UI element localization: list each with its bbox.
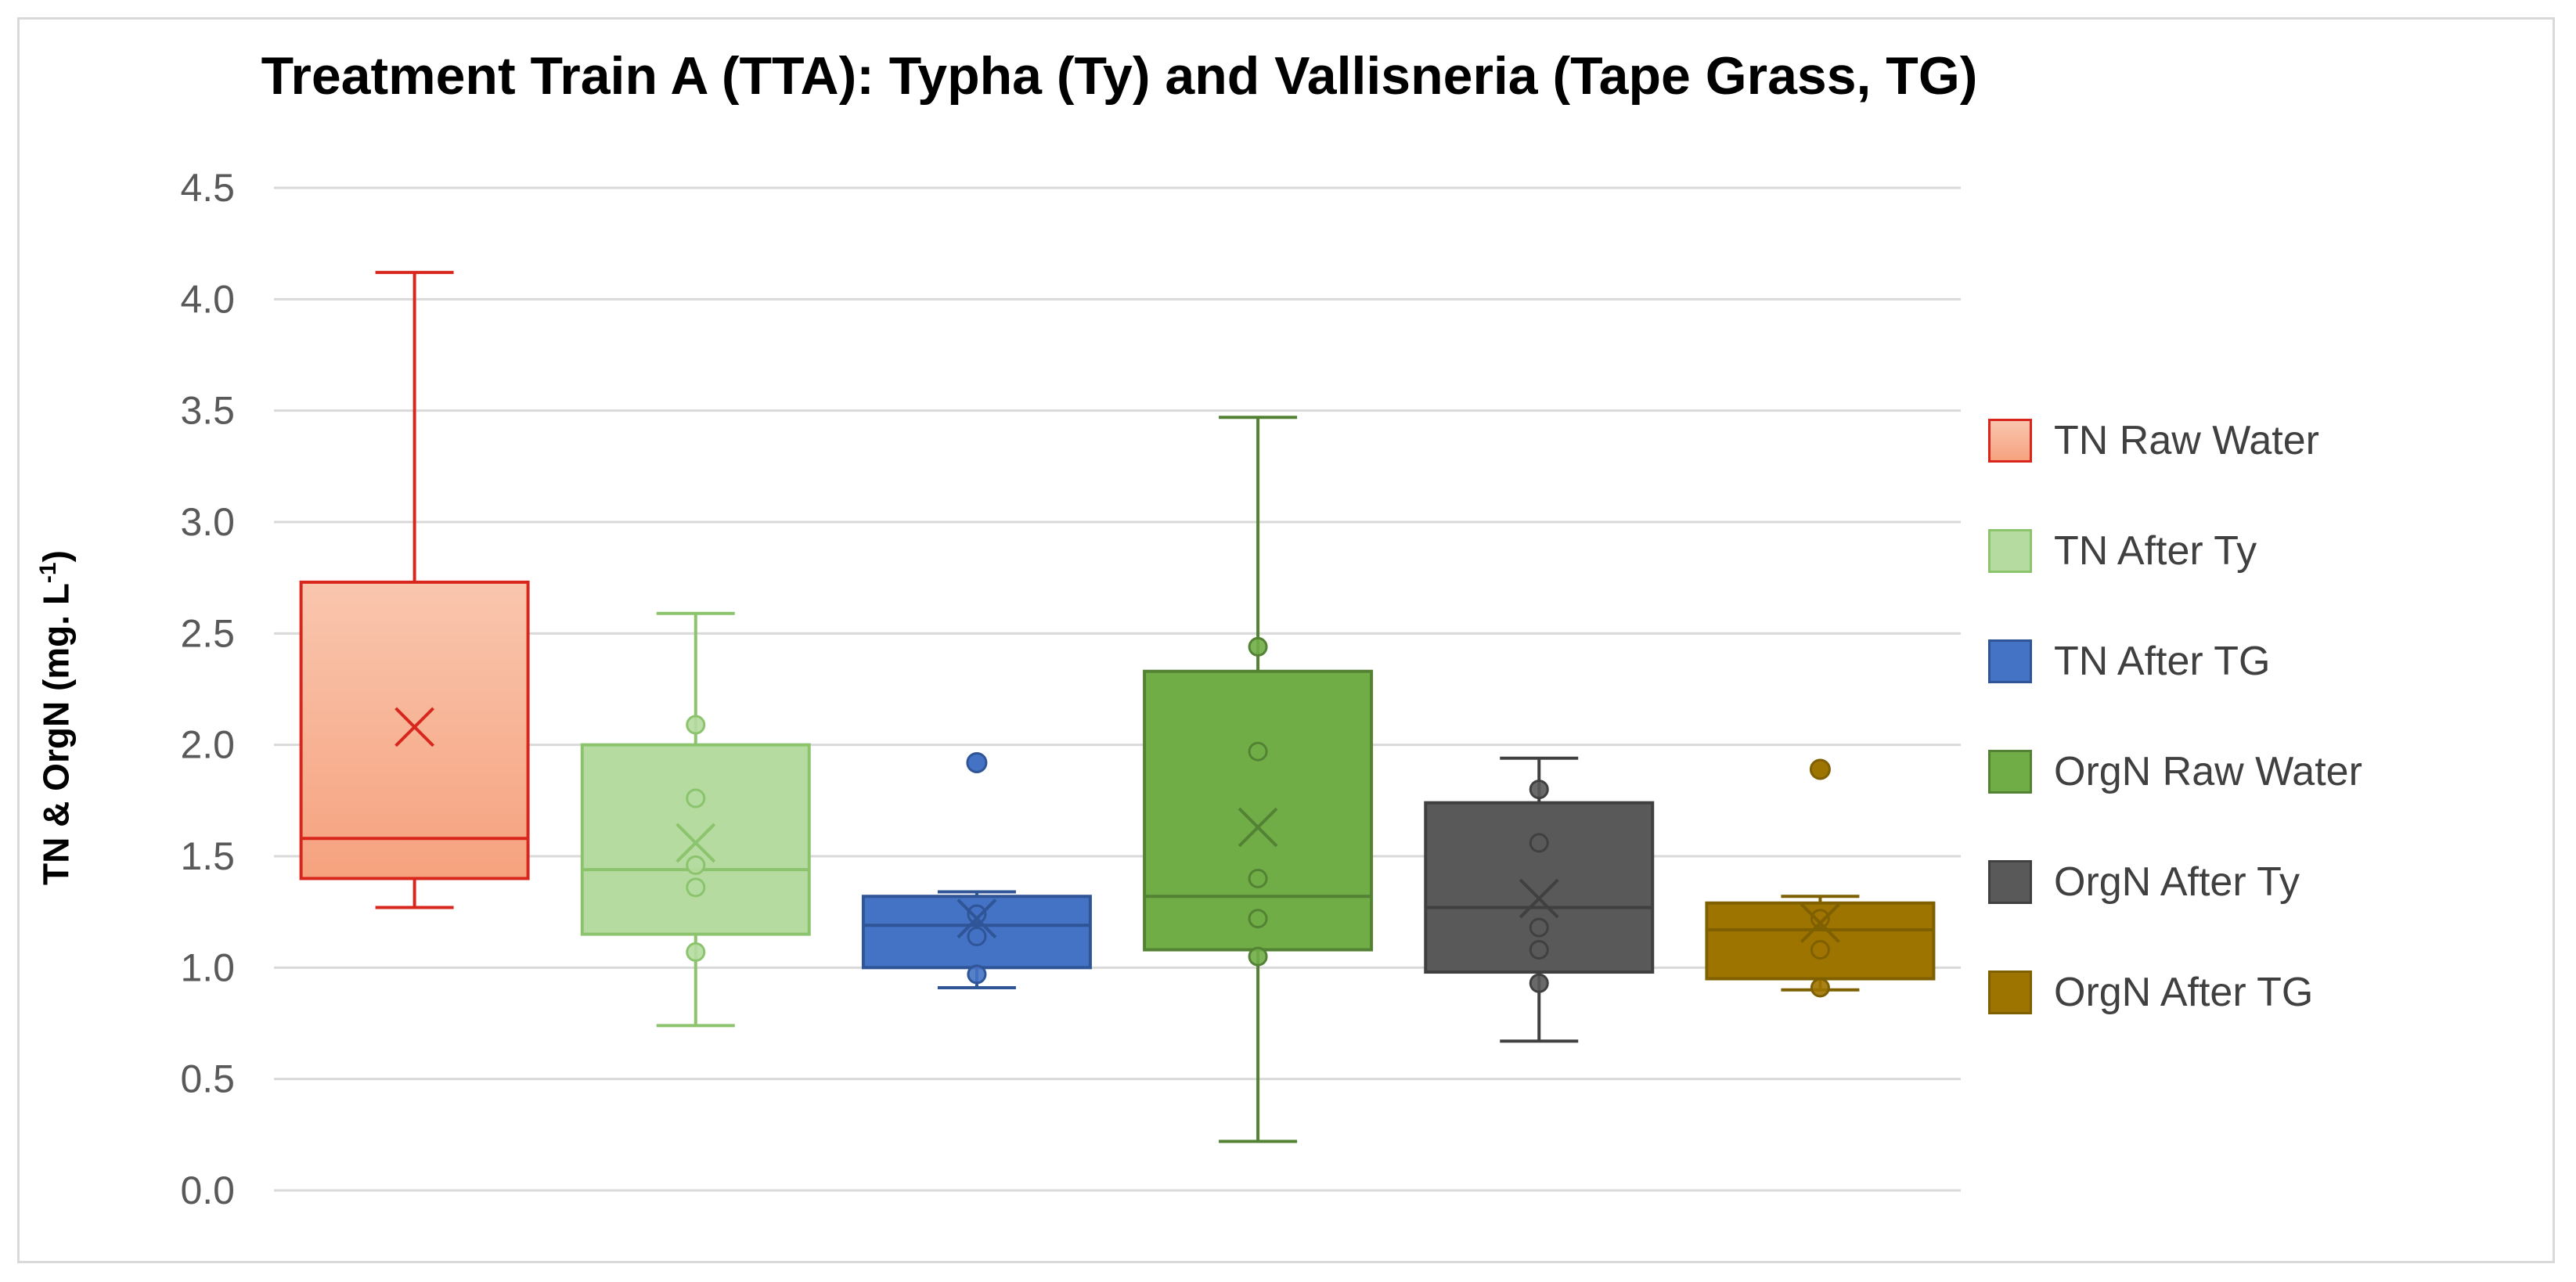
legend-item-tn-after-ty: TN After Ty [1988,495,2362,606]
legend-label-tn-after-tg: TN After TG [2054,638,2271,684]
data-point-orgn-after-tg-0 [1810,978,1830,998]
data-point-tn-after-ty-4 [686,715,706,735]
box-orgn-raw-water [1143,416,1374,1143]
legend-swatch-tn-after-ty [1988,528,2032,573]
y-tick-label-8: 4.0 [180,277,235,321]
y-tick-label-0: 0.0 [180,1169,235,1212]
legend-label-tn-raw-water: TN Raw Water [2054,417,2319,463]
mean-marker-b-tn-raw-water [395,707,434,747]
mean-marker-b-tn-after-tg [957,898,997,939]
box-tn-raw-water [299,271,530,909]
y-tick-label-9: 4.5 [180,166,235,210]
data-point-orgn-after-ty-4 [1529,780,1549,800]
outlier-point-tn-after-tg-0 [966,751,988,773]
box-series-group [299,271,1936,1143]
legend-item-orgn-raw-water: OrgN Raw Water [1988,716,2362,826]
legend-item-orgn-after-ty: OrgN After Ty [1988,826,2362,937]
legend: TN Raw Water TN After Ty TN After TG OrgN R… [1988,385,2362,1047]
data-point-tn-after-ty-3 [686,788,706,808]
y-tick-label-5: 2.5 [180,611,235,655]
data-point-tn-after-tg-2 [967,904,987,924]
box-orgn-after-ty [1424,756,1655,1043]
data-point-tn-after-tg-0 [967,964,987,985]
y-axis-ticks: 0.0 0.5 1.0 1.5 2.0 2.5 3.0 3.5 4.0 4.5 [180,166,235,1212]
data-point-orgn-raw-water-2 [1248,868,1268,888]
data-point-orgn-after-ty-0 [1529,973,1549,993]
box-body-tn-raw-water [299,580,530,880]
legend-item-tn-after-tg: TN After TG [1988,606,2362,716]
data-point-orgn-raw-water-4 [1248,636,1268,657]
mean-marker-b-orgn-raw-water [1238,807,1278,848]
box-body-tn-after-ty [580,743,811,936]
data-point-orgn-raw-water-3 [1248,741,1268,762]
legend-label-tn-after-ty: TN After Ty [2054,528,2257,574]
chart-title: Treatment Train A (TTA): Typha (Ty) and … [261,46,1978,106]
mean-marker-b-tn-after-ty [676,823,716,863]
outlier-point-orgn-after-tg-0 [1809,758,1831,780]
legend-label-orgn-raw-water: OrgN Raw Water [2054,748,2362,794]
data-point-orgn-raw-water-0 [1248,946,1268,967]
data-point-orgn-after-ty-2 [1529,917,1549,938]
legend-label-orgn-after-tg: OrgN After TG [2054,969,2314,1015]
legend-swatch-tn-raw-water [1988,418,2032,463]
mean-marker-b-orgn-after-tg [1800,902,1840,943]
y-tick-label-3: 1.5 [180,834,235,878]
data-point-orgn-after-ty-3 [1529,833,1549,853]
data-point-orgn-after-tg-2 [1810,909,1830,929]
y-tick-label-1: 0.5 [180,1057,235,1101]
gridlines [274,186,1961,1192]
data-point-orgn-after-tg-1 [1810,940,1830,960]
data-point-orgn-raw-water-1 [1248,909,1268,929]
legend-swatch-tn-after-tg [1988,639,2032,683]
mean-marker-b-orgn-after-ty [1519,878,1559,919]
data-point-tn-after-ty-1 [686,877,706,898]
y-tick-label-7: 3.5 [180,389,235,433]
box-orgn-after-tg [1705,758,1936,998]
legend-item-orgn-after-tg: OrgN After TG [1988,937,2362,1047]
y-tick-label-4: 2.0 [180,723,235,767]
legend-label-orgn-after-ty: OrgN After Ty [2054,859,2300,905]
y-tick-label-6: 3.0 [180,500,235,544]
legend-item-tn-raw-water: TN Raw Water [1988,385,2362,495]
legend-swatch-orgn-after-tg [1988,970,2032,1014]
box-tn-after-tg [861,751,1092,989]
y-tick-label-2: 1.0 [180,945,235,989]
data-point-tn-after-ty-0 [686,942,706,962]
data-point-tn-after-tg-1 [967,926,987,946]
legend-swatch-orgn-raw-water [1988,749,2032,794]
box-body-orgn-raw-water [1143,669,1374,952]
box-tn-after-ty [580,611,811,1028]
data-point-tn-after-ty-2 [686,855,706,875]
legend-swatch-orgn-after-ty [1988,859,2032,904]
data-point-orgn-after-ty-1 [1529,940,1549,960]
